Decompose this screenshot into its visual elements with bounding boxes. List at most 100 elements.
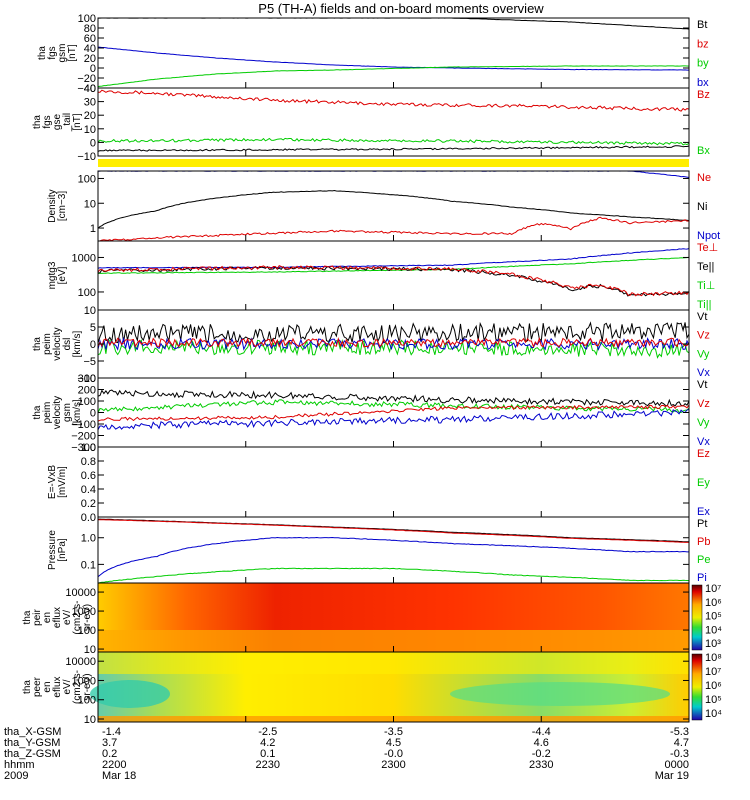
y-tick-label: 10 [84, 714, 96, 726]
legend-label: Te|| [697, 261, 714, 273]
legend-label: Ne [697, 172, 711, 184]
y-label-line: Pressure [47, 530, 58, 570]
y-tick-label: 20 [84, 110, 96, 122]
panel-density: Ne Ni Npot 100 10 1 Density [cm−3] [47, 170, 720, 242]
series-line [98, 389, 689, 407]
footer-value: 4.5 [386, 737, 401, 749]
y-tick-label: 5 [90, 322, 96, 334]
y-axis-label: tha fgs gsm [nT] [37, 44, 78, 63]
y-label-line: peir [32, 608, 43, 625]
footer-value: 2330 [529, 759, 553, 771]
series-group [98, 18, 689, 88]
legend: Bt bz by bx [697, 19, 709, 89]
legend: Bz Bx [697, 89, 710, 157]
y-label-line: eV/ [62, 679, 73, 694]
panel-peim_velocity_dsl: Vt Vz Vy Vx 10 5 0 −5 −10 tha peim velocity dsl [km/s… [32, 305, 710, 385]
y-axis-label: tha peer en eflux eV/(cm2-s-sr-eV) [22, 670, 93, 704]
footer-value: -4.4 [532, 726, 551, 738]
y-tick-label: 0.4 [81, 484, 96, 496]
legend-label: bx [697, 77, 709, 89]
legend-label: Pb [697, 536, 710, 548]
series-line [98, 89, 689, 112]
panel-frame [97, 446, 690, 518]
y-tick-label: 10 [84, 305, 96, 317]
y-tick-label: 40 [84, 43, 96, 55]
y-tick-label: −40 [77, 83, 96, 95]
y-label-line: tha [32, 337, 43, 351]
footer-value: 3.7 [102, 737, 117, 749]
panel-frame [97, 170, 690, 242]
legend-label: Te⊥ [697, 242, 718, 254]
series-line [98, 399, 689, 414]
colorbar-label: 10⁷ [705, 583, 721, 595]
footer-value: -0.0 [384, 748, 403, 760]
y-tick-label: 200 [78, 385, 96, 397]
y-tick-label: 100 [78, 13, 96, 25]
footer-value: 4.7 [674, 737, 689, 749]
colorbar-label: 10⁶ [705, 680, 722, 692]
y-label-line: mgtg3 [47, 261, 58, 289]
y-tick-label: 10 [84, 124, 96, 136]
y-label-line: peim [42, 402, 53, 424]
footer-value: 2230 [256, 759, 280, 771]
y-label-line: peim [42, 333, 53, 355]
legend-label: Ni [697, 201, 707, 213]
colorbar-gradient [691, 584, 703, 651]
y-label-line: [eV] [57, 266, 68, 284]
series-line [98, 216, 689, 241]
y-tick-label: 0 [90, 408, 96, 420]
y-label-line: [km/s] [72, 399, 83, 426]
y-label-line: [mV/m] [57, 466, 68, 498]
y-label-line: fgs [47, 46, 58, 59]
y-tick-label: 1000 [72, 675, 96, 687]
y-label-line: en [42, 681, 53, 692]
y-tick-label: −10 [77, 373, 96, 385]
y-tick-label: 0.1 [81, 559, 96, 571]
colorbar: 10⁸ 10⁷ 10⁶ 10⁵ 10⁴ [691, 652, 722, 721]
y-label-line: (cm2-s- [72, 670, 83, 704]
legend-label: Npot [697, 230, 720, 242]
y-axis-label: tha peim velocity gsm [km/s] [32, 396, 83, 429]
y-tick-label: −300 [71, 442, 96, 454]
legend-label: Vt [697, 311, 707, 323]
y-axis: 1.0 0.1 [81, 533, 689, 571]
legend-label: Ex [697, 506, 710, 518]
y-axis-label: Density [cm−3] [47, 189, 68, 222]
y-axis-label: tha fgs gse _tail [nT] [32, 113, 83, 132]
footer-value: -2.5 [258, 726, 277, 738]
series-line [98, 171, 689, 178]
legend-label: by [697, 58, 709, 70]
y-label-line: [nPa] [57, 538, 68, 562]
series-line [98, 65, 689, 88]
legend-label: Ez [697, 448, 710, 460]
series-line [98, 256, 689, 274]
y-label-line: eflux [52, 607, 63, 628]
y-tick-label: 1.0 [81, 442, 96, 454]
series-group [98, 321, 689, 359]
y-tick-label: −10 [77, 151, 96, 163]
footer-row-label: 2009 [4, 770, 28, 782]
legend-label: Vt [697, 379, 707, 391]
panel-temperature: Te⊥ Te|| Ti⊥ Ti|| 1000 100 mgtg3 [eV] [47, 240, 718, 311]
colorbar-label: 10³ [705, 638, 721, 650]
series-line [98, 336, 689, 349]
footer-value: -0.3 [670, 748, 689, 760]
series-group [98, 89, 689, 152]
y-label-line: gse [52, 114, 63, 131]
y-axis-label: tha peir en eflux eV/(cm2-s-sr-eV) [22, 601, 93, 635]
legend-label: Ti⊥ [697, 280, 715, 292]
y-label-line: (cm2-s- [72, 601, 83, 635]
y-tick-label: −20 [77, 73, 96, 85]
separator-bar [98, 159, 689, 167]
legend-label: Vz [697, 330, 710, 342]
y-label-line: tha [32, 405, 43, 419]
y-tick-label: 60 [84, 33, 96, 45]
legend: Te⊥ Te|| Ti⊥ Ti|| [697, 242, 718, 311]
footer-value: 2300 [381, 759, 405, 771]
y-tick-label: 80 [84, 23, 96, 35]
y-tick-label: 0 [90, 63, 96, 75]
y-tick-label: 10 [84, 644, 96, 656]
legend-label: Pe [697, 554, 710, 566]
